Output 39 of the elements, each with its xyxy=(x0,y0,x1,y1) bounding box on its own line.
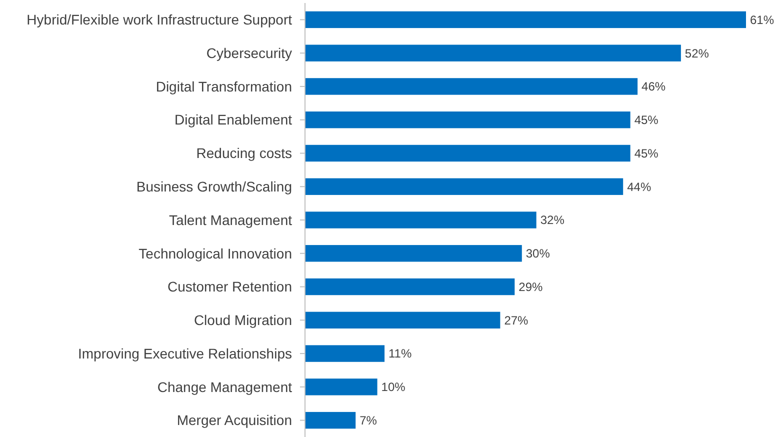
data-label: 45% xyxy=(634,113,659,128)
data-label: 27% xyxy=(504,313,529,328)
data-label: 7% xyxy=(360,414,378,428)
data-label: 52% xyxy=(684,46,710,60)
data-label: 30% xyxy=(526,246,550,261)
y-tick-label: Merger Acquisition xyxy=(176,412,292,428)
bar xyxy=(305,112,630,128)
bar xyxy=(305,11,746,28)
y-tick-label: Cloud Migration xyxy=(194,312,292,328)
bar xyxy=(305,178,624,195)
y-tick-label: Cybersecurity xyxy=(206,44,292,61)
data-label: 46% xyxy=(642,80,666,94)
y-tick-label: Reducing costs xyxy=(196,145,292,162)
bar xyxy=(305,278,515,296)
data-label: 45% xyxy=(634,146,659,160)
y-tick-label: Customer Retention xyxy=(167,278,292,295)
y-tick-label: Technological Innovation xyxy=(138,245,292,262)
y-tick-label: Talent Management xyxy=(169,212,292,228)
bar xyxy=(305,378,378,396)
data-label: 11% xyxy=(388,346,412,361)
data-label: 10% xyxy=(381,380,406,394)
y-tick-label: Digital Enablement xyxy=(174,112,292,128)
data-label: 61% xyxy=(750,12,774,27)
bar xyxy=(305,144,630,162)
y-tick-label: Business Growth/Scaling xyxy=(136,178,292,195)
y-tick-label: Improving Executive Relationships xyxy=(78,345,292,362)
data-label: 32% xyxy=(540,213,565,228)
data-label: 44% xyxy=(627,180,652,194)
bar xyxy=(305,345,385,362)
bar xyxy=(305,212,536,228)
bar xyxy=(305,412,356,429)
y-tick-label: Change Management xyxy=(157,378,292,395)
y-tick-label: Hybrid/Flexible work Infrastructure Support xyxy=(26,12,292,28)
bar xyxy=(305,44,681,62)
bar xyxy=(305,245,522,262)
bar xyxy=(305,312,500,328)
data-label: 29% xyxy=(518,280,544,294)
y-tick-label: Digital Transformation xyxy=(156,78,292,94)
bar xyxy=(305,78,638,95)
